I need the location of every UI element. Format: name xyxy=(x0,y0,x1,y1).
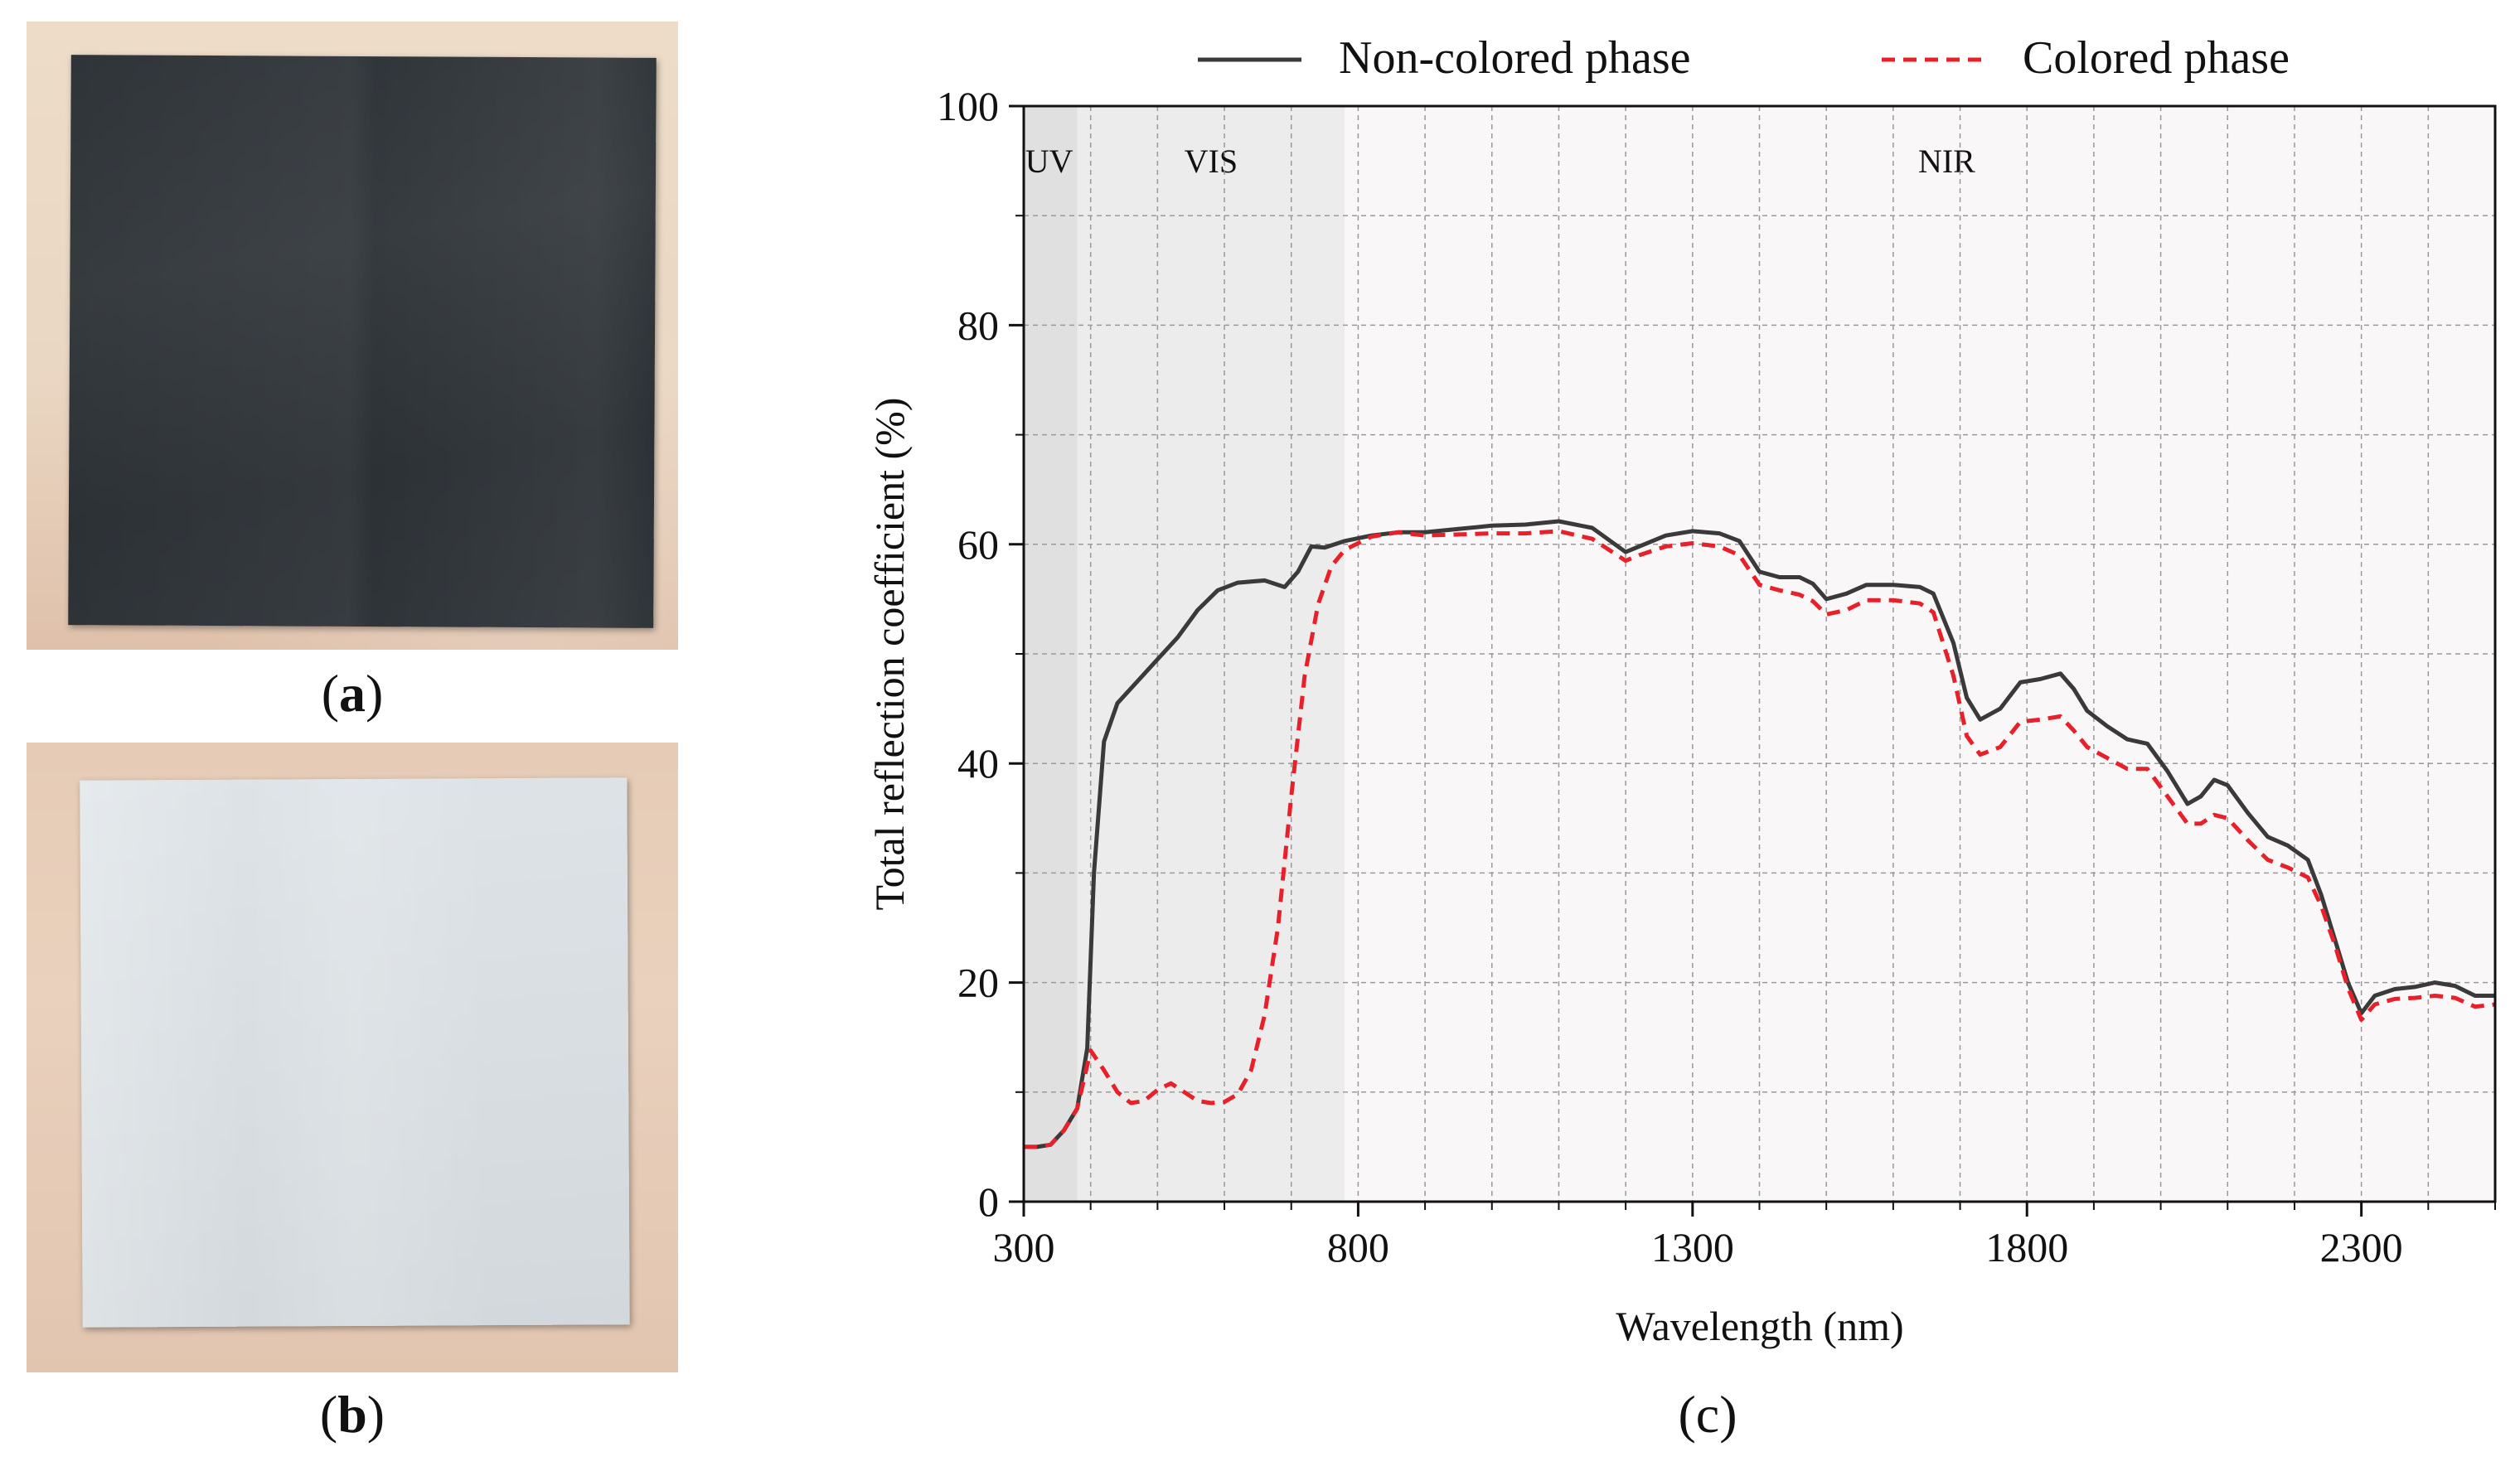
x-tick-label: 800 xyxy=(1327,1224,1389,1270)
x-tick-label: 300 xyxy=(993,1224,1055,1270)
region-label-uv: UV xyxy=(1025,143,1073,180)
y-tick-label: 0 xyxy=(978,1178,999,1225)
series-layer xyxy=(1024,519,2496,1149)
black-coated-panel xyxy=(68,55,657,628)
x-axis-label: Wavelength (nm) xyxy=(1616,1303,1903,1349)
panel-label-b: (b) xyxy=(319,1385,385,1444)
region-uv xyxy=(1024,106,1078,1202)
x-tick-label: 2300 xyxy=(2320,1224,2403,1270)
photo-b xyxy=(27,743,678,1372)
photo-a xyxy=(27,22,678,650)
y-tick-label: 40 xyxy=(957,740,999,786)
panel-label-a: (a) xyxy=(321,664,384,723)
y-tick-label: 60 xyxy=(957,521,999,568)
axes: 300 800 1300 1800 2300 0 20 40 60 80 100 xyxy=(937,83,2497,1270)
region-label-nir: NIR xyxy=(1918,143,1975,180)
y-tick-label: 100 xyxy=(937,83,999,129)
reflectance-chart: UV VIS NIR 300 800 1300 1800 2300020406080100 … xyxy=(866,32,2497,1349)
series-line-1 xyxy=(1024,519,2495,1149)
x-tick-label: 1800 xyxy=(1985,1224,2068,1270)
legend-label-2: Colored phase xyxy=(2023,32,2290,84)
y-axis-label: Total reflection coefficient (%) xyxy=(866,398,913,911)
region-label-vis: VIS xyxy=(1185,143,1238,180)
y-tick-label: 80 xyxy=(957,302,999,348)
legend-label-1: Non-colored phase xyxy=(1339,32,1691,84)
series-line-2 xyxy=(1024,529,2496,1149)
light-grey-coated-panel xyxy=(80,777,630,1328)
x-tick-label: 1300 xyxy=(1651,1224,1734,1270)
panel-label-c: (c) xyxy=(1678,1385,1737,1444)
y-tick-label: 20 xyxy=(957,960,999,1006)
legend: Non-colored phase Colored phase xyxy=(1198,32,2290,84)
